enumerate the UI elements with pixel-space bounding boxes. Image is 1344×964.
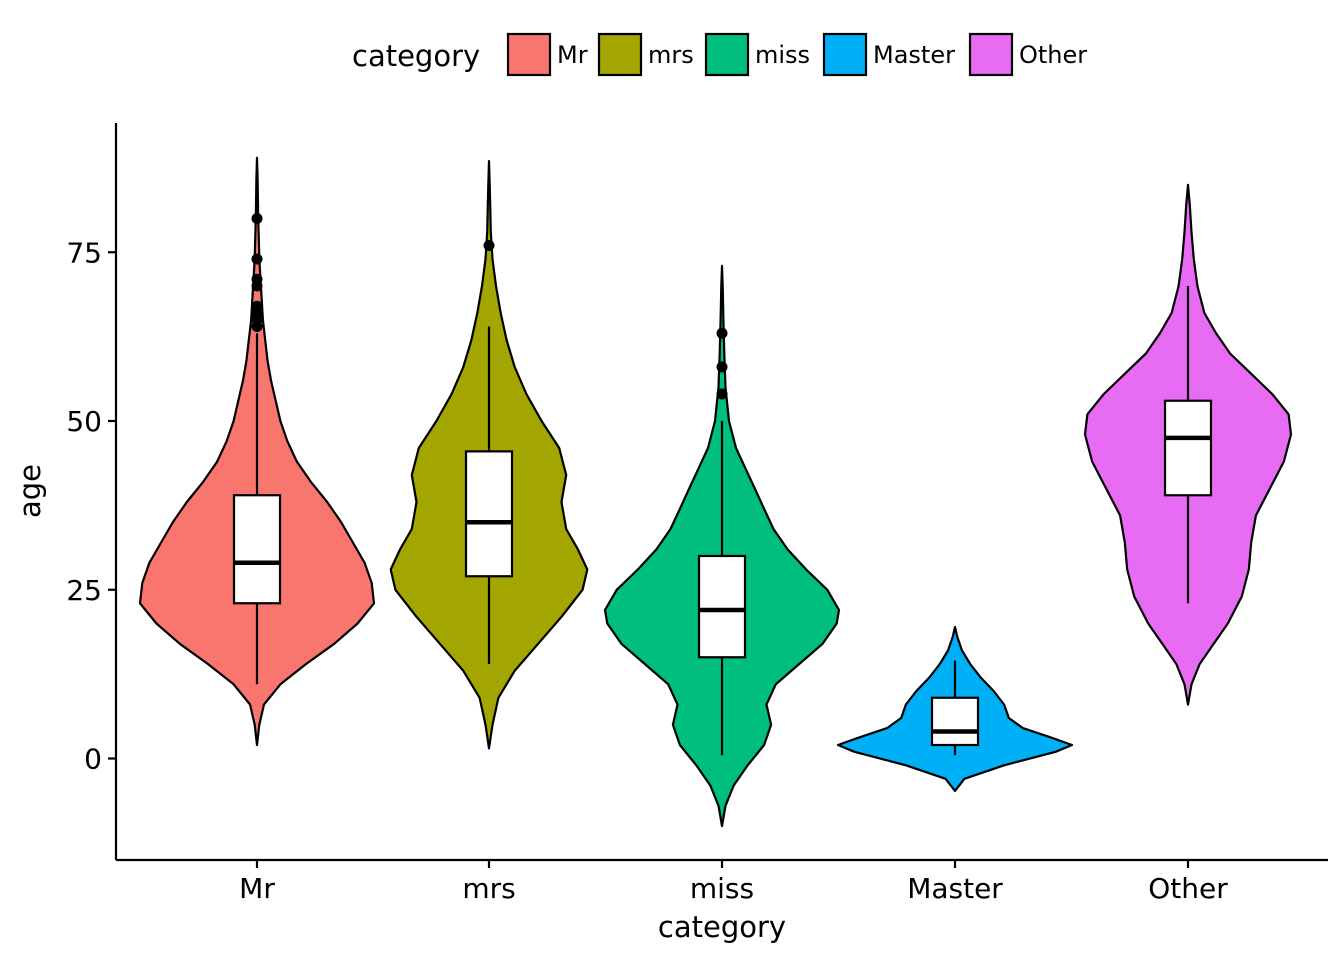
box bbox=[1163, 399, 1213, 497]
legend: category Mr mrs miss Master Other bbox=[352, 32, 1087, 77]
legend-key-miss bbox=[704, 32, 750, 77]
outlier-point bbox=[251, 273, 263, 285]
x-tick-label: Master bbox=[907, 872, 1003, 905]
legend-label-mrs: mrs bbox=[648, 41, 694, 69]
y-tick-label: 75 bbox=[66, 236, 102, 269]
legend-key-other bbox=[968, 32, 1014, 77]
outlier-point bbox=[716, 388, 728, 400]
outlier-point bbox=[251, 213, 263, 224]
y-tick-label: 50 bbox=[66, 405, 102, 438]
violin-group-mrs bbox=[389, 160, 589, 750]
outlier-point bbox=[251, 300, 263, 312]
legend-label-mr: Mr bbox=[557, 41, 588, 69]
outlier-point bbox=[251, 253, 263, 265]
violin-group-mr bbox=[138, 156, 376, 747]
box bbox=[464, 450, 514, 578]
x-tick-label: Other bbox=[1148, 872, 1228, 905]
x-axis-title: category bbox=[658, 910, 786, 944]
legend-key-mr bbox=[506, 32, 552, 77]
legend-key-mrs bbox=[597, 32, 643, 77]
outlier-point bbox=[716, 327, 728, 339]
outlier-point bbox=[483, 240, 495, 251]
box bbox=[697, 554, 747, 659]
legend-label-master: Master bbox=[873, 41, 955, 69]
legend-label-miss: miss bbox=[755, 41, 810, 69]
plot-area bbox=[138, 156, 1293, 828]
legend-label-other: Other bbox=[1019, 41, 1087, 69]
y-axis-title: age bbox=[13, 464, 47, 518]
outlier-point bbox=[716, 361, 728, 373]
y-tick-label: 25 bbox=[66, 574, 102, 607]
box bbox=[930, 696, 980, 747]
axes: 0 25 50 75 Mr mrs miss Master Other bbox=[66, 123, 1328, 905]
y-tick-label: 0 bbox=[84, 743, 102, 776]
x-tick-label: Mr bbox=[239, 872, 275, 905]
box bbox=[232, 494, 282, 605]
violin-group-other bbox=[1083, 183, 1293, 706]
x-tick-label: mrs bbox=[462, 872, 515, 905]
violin-group-miss bbox=[603, 264, 841, 828]
legend-key-master bbox=[822, 32, 868, 77]
violin-group-master bbox=[836, 625, 1074, 792]
legend-title: category bbox=[352, 39, 480, 73]
x-tick-label: miss bbox=[690, 872, 754, 905]
